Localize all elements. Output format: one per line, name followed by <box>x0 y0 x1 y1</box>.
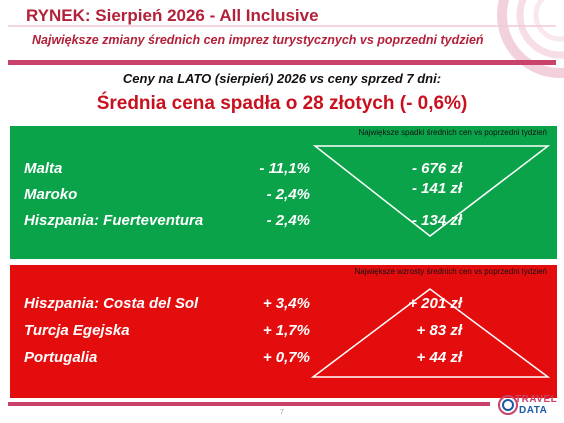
percent-change: - 11,1% <box>259 160 310 177</box>
travel-data-logo: TRAVEL DATA <box>497 391 559 421</box>
top-divider <box>8 60 556 65</box>
percent-change: + 3,4% <box>262 295 310 312</box>
logo-swirl-icon <box>498 395 518 415</box>
price-change: - 134 zł <box>411 212 462 229</box>
increases-note: Największe wzrosty średnich cen vs poprz… <box>354 267 547 276</box>
price-change: + 201 zł <box>408 295 462 312</box>
down-triangle-shape <box>312 145 551 237</box>
destination-name: Portugalia <box>24 349 98 366</box>
decreases-note: Największe spadki średnich cen vs poprze… <box>358 128 547 137</box>
price-change: - 676 zł <box>411 160 462 177</box>
percent-change: - 2,4% <box>266 212 310 229</box>
page-title: RYNEK: Sierpień 2026 - All Inclusive <box>26 6 319 25</box>
increase-row: Turcja Egejska + 1,7% + 83 zł <box>10 322 557 346</box>
logo-text-travel: TRAVEL <box>515 394 558 405</box>
up-triangle-shape <box>310 288 551 378</box>
increase-row: Hiszpania: Costa del Sol + 3,4% + 201 zł <box>10 295 557 319</box>
percent-change: - 2,4% <box>266 186 310 203</box>
destination-name: Maroko <box>24 186 78 203</box>
bottom-divider <box>8 402 490 406</box>
decrease-row: Hiszpania: Fuerteventura - 2,4% - 134 zł <box>10 212 557 236</box>
page-number: 7 <box>280 409 284 416</box>
destination-name: Hiszpania: Fuerteventura <box>24 212 204 229</box>
price-change: + 83 zł <box>416 322 462 339</box>
destination-name: Turcja Egejska <box>24 322 130 339</box>
decreases-panel: Największe spadki średnich cen vs poprze… <box>10 126 557 259</box>
price-change: - 141 zł <box>411 180 462 197</box>
price-change: + 44 zł <box>416 349 462 366</box>
increase-row: Portugalia + 0,7% + 44 zł <box>10 349 557 373</box>
percent-change: + 0,7% <box>262 349 310 366</box>
decrease-row: Maroko - 2,4% - 141 zł <box>10 180 557 210</box>
destination-name: Hiszpania: Costa del Sol <box>24 295 199 312</box>
headline: Średnia cena spadła o 28 złotych (- 0,6%… <box>96 93 468 114</box>
increases-panel: Największe wzrosty średnich cen vs poprz… <box>10 265 557 398</box>
intro-text: Ceny na LATO (sierpień) 2026 vs ceny spr… <box>122 71 442 86</box>
percent-change: + 1,7% <box>262 322 310 339</box>
destination-name: Malta <box>24 160 63 177</box>
page-subtitle: Największe zmiany średnich cen imprez tu… <box>32 33 484 47</box>
decrease-row: Malta - 11,1% - 676 zł <box>10 160 557 184</box>
logo-text-data: DATA <box>519 405 548 416</box>
